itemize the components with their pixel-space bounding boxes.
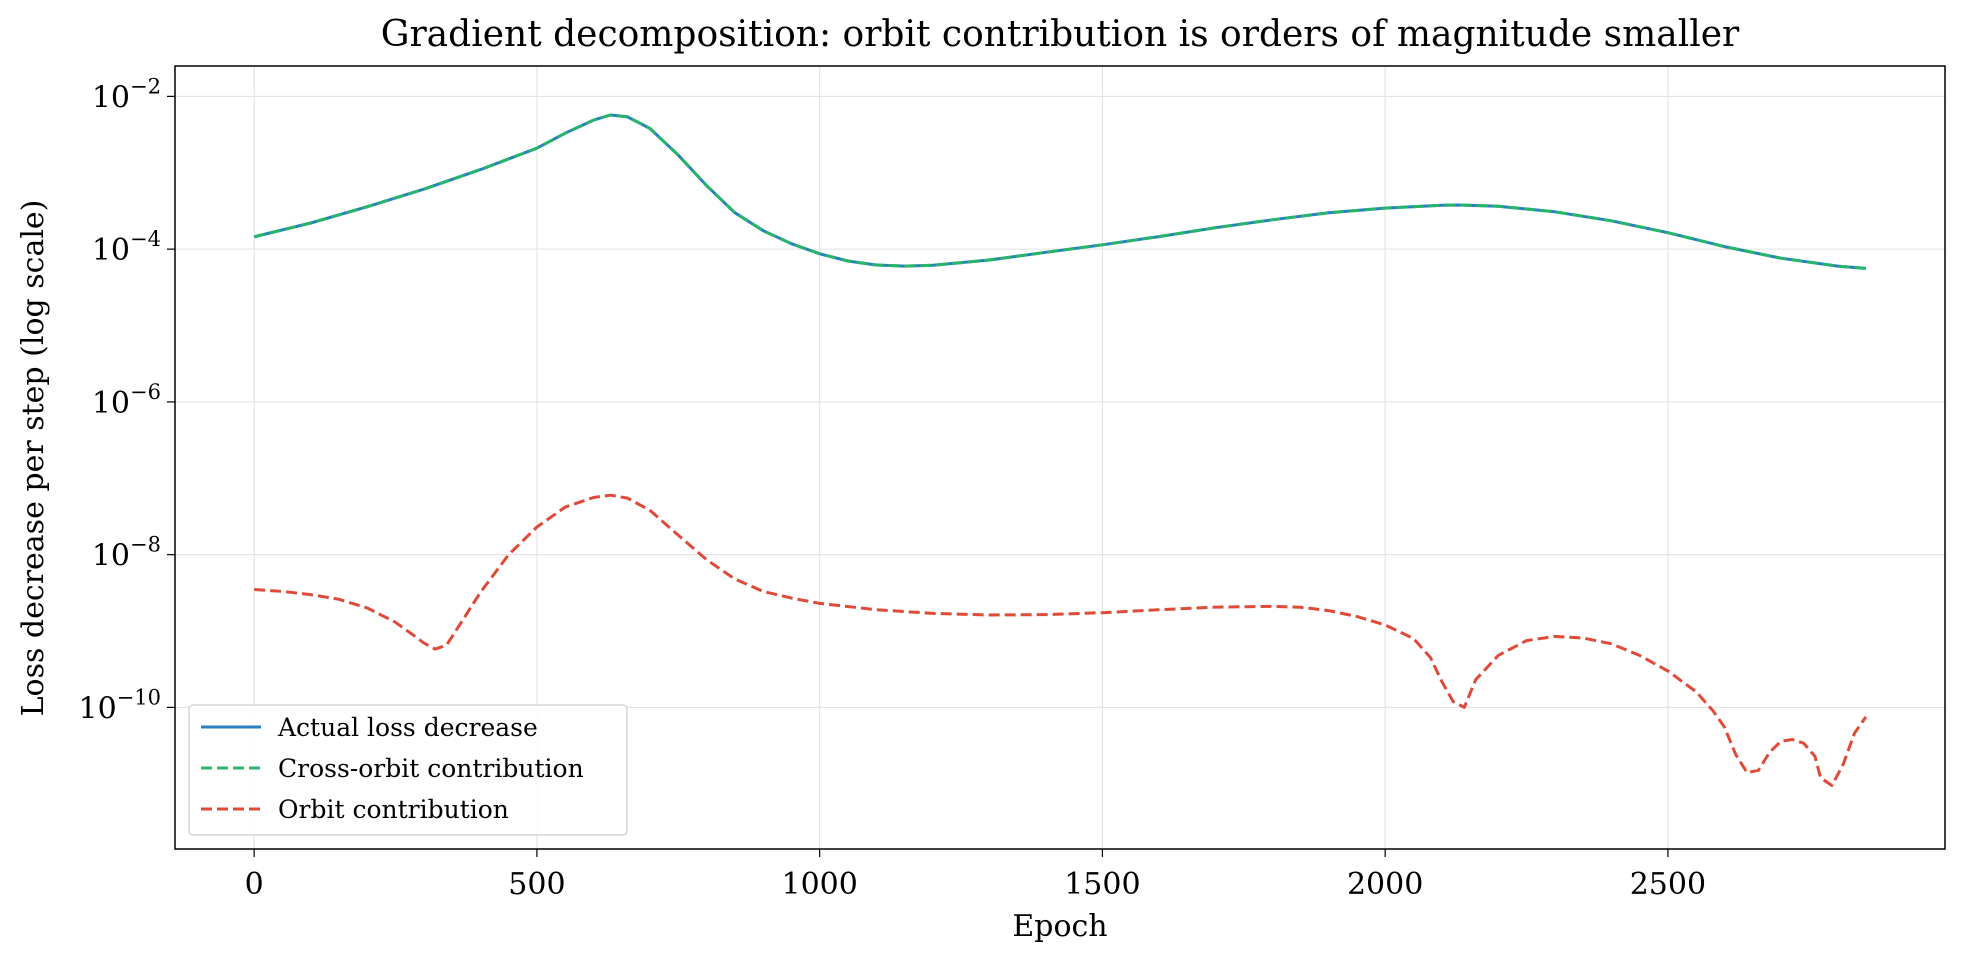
- y-tick-exponent: −2: [130, 74, 161, 98]
- series-line-2: [253, 113, 1866, 270]
- x-axis-label: Epoch: [1012, 909, 1107, 944]
- x-axis-ticks: 0 500 1000 1500 2000 2500: [245, 849, 1706, 902]
- chart-title: Gradient decomposition: orbit contributi…: [381, 14, 1740, 55]
- legend-label-1: Actual loss decrease: [277, 713, 538, 742]
- y-tick-exponent: −4: [130, 227, 161, 251]
- y-tick-base: 10: [78, 691, 116, 726]
- y-tick-base: 10: [92, 539, 130, 574]
- y-tick-base: 10: [92, 233, 130, 268]
- x-tick-label: 0: [245, 867, 264, 902]
- series-layer: [253, 113, 1868, 787]
- x-tick-label: 1000: [781, 867, 857, 902]
- series-line-3: [254, 493, 1868, 787]
- x-tick-label: 2500: [1630, 867, 1706, 902]
- legend-label-2: Cross-orbit contribution: [278, 754, 584, 783]
- legend-box: [188, 704, 628, 836]
- y-tick-base: 10: [92, 386, 130, 421]
- y-tick-label: 10−4: [92, 227, 161, 268]
- legend-label-3: Orbit contribution: [278, 795, 509, 824]
- series-line-1: [253, 113, 1866, 270]
- y-tick-exponent: −8: [130, 533, 161, 557]
- y-tick-exponent: −6: [130, 380, 161, 404]
- x-tick-label: 2000: [1347, 867, 1423, 902]
- legend: Actual loss decrease Cross-orbit contribu…: [188, 704, 628, 836]
- y-tick-label: 10−8: [92, 533, 161, 574]
- x-tick-label: 500: [508, 867, 565, 902]
- y-tick-label: 10−6: [92, 380, 161, 421]
- y-tick-base: 10: [92, 80, 130, 115]
- y-tick-label: 10−10: [78, 685, 161, 726]
- y-tick-label: 10−2: [92, 74, 161, 115]
- plot-frame: [174, 65, 1946, 850]
- y-tick-exponent: −10: [117, 685, 161, 709]
- y-axis-label: Loss decrease per step (log scale): [16, 200, 51, 717]
- x-tick-label: 1500: [1064, 867, 1140, 902]
